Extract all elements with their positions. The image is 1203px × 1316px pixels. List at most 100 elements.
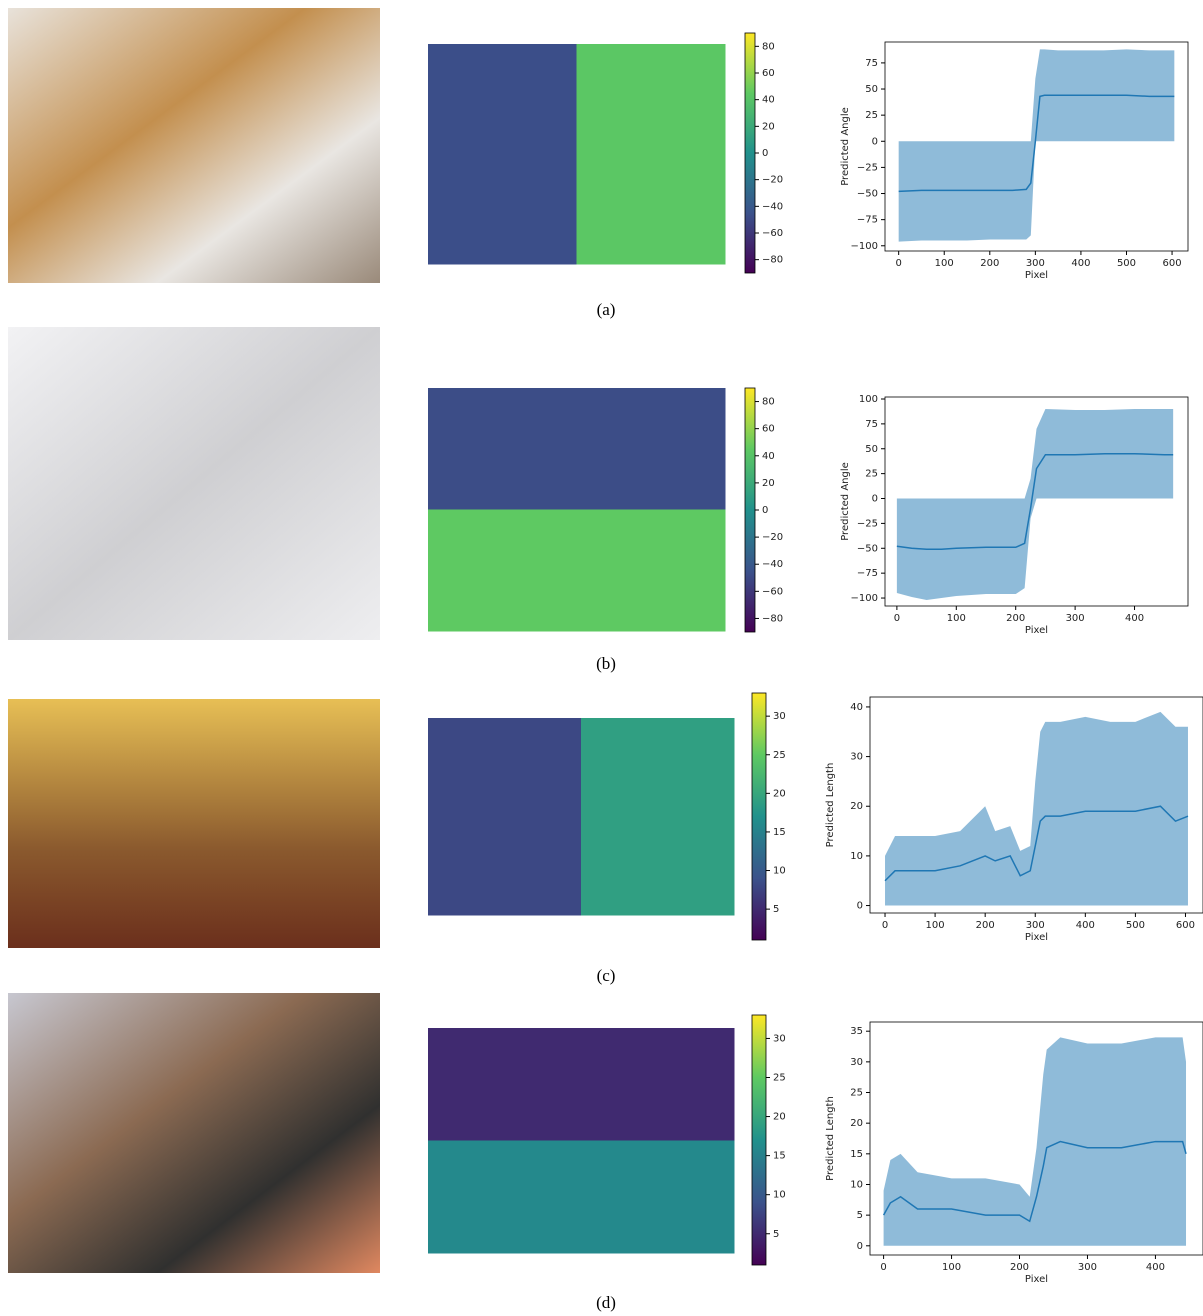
x-tick-label: 500 bbox=[1117, 258, 1136, 269]
photo bbox=[8, 8, 380, 283]
heatmap-cell bbox=[428, 1028, 735, 1141]
y-tick-label: 35 bbox=[850, 1026, 863, 1037]
x-tick-label: 0 bbox=[894, 613, 900, 624]
y-axis-label: Predicted Length bbox=[825, 763, 836, 848]
colorbar-tick-label: 80 bbox=[762, 397, 775, 408]
heatmap-cell bbox=[581, 718, 735, 916]
y-axis-label: Predicted Angle bbox=[840, 107, 851, 186]
band bbox=[897, 409, 1173, 600]
x-tick-label: 200 bbox=[1010, 1262, 1029, 1273]
y-tick-label: 40 bbox=[850, 702, 863, 713]
colorbar-tick-label: 15 bbox=[773, 827, 786, 838]
x-axis-label: Pixel bbox=[1025, 1274, 1048, 1285]
x-axis-label: Pixel bbox=[1025, 625, 1048, 636]
colorbar-tick-label: 0 bbox=[762, 505, 768, 516]
y-tick-label: 25 bbox=[865, 110, 878, 121]
y-tick-label: 25 bbox=[865, 469, 878, 480]
x-tick-label: 0 bbox=[895, 258, 901, 269]
x-tick-label: 0 bbox=[882, 920, 888, 931]
colorbar-tick-label: 5 bbox=[773, 904, 779, 915]
colorbar-tick-label: 20 bbox=[762, 478, 775, 489]
x-tick-label: 100 bbox=[926, 920, 945, 931]
x-tick-label: 0 bbox=[880, 1262, 886, 1273]
caption: (b) bbox=[596, 654, 616, 673]
heatmap-cell bbox=[428, 1141, 735, 1254]
colorbar-tick-label: 30 bbox=[773, 1033, 786, 1044]
colorbar-tick-label: 5 bbox=[773, 1229, 779, 1240]
colorbar-tick-label: 25 bbox=[773, 1073, 786, 1084]
colorbar-tick-label: 20 bbox=[773, 1112, 786, 1123]
y-tick-label: 10 bbox=[850, 851, 863, 862]
photo bbox=[8, 699, 380, 948]
figure: (a) (b) (c) (d) −80 −60 −40 −20 0 20 40 60 80 0 10… bbox=[0, 0, 1203, 1316]
y-tick-label: 10 bbox=[850, 1179, 863, 1190]
colorbar bbox=[752, 1015, 766, 1265]
y-tick-label: 0 bbox=[857, 901, 863, 912]
y-tick-label: −25 bbox=[857, 162, 878, 173]
y-tick-label: −50 bbox=[857, 543, 878, 554]
colorbar-tick-label: 60 bbox=[762, 68, 775, 79]
y-tick-label: 75 bbox=[865, 58, 878, 69]
x-axis-label: Pixel bbox=[1025, 270, 1048, 281]
y-tick-label: −100 bbox=[851, 241, 878, 252]
colorbar-tick-label: −40 bbox=[762, 201, 783, 212]
colorbar-tick-label: 60 bbox=[762, 424, 775, 435]
y-tick-label: 30 bbox=[850, 1057, 863, 1068]
y-tick-label: 15 bbox=[850, 1149, 863, 1160]
y-tick-label: −100 bbox=[851, 593, 878, 604]
y-tick-label: 50 bbox=[865, 84, 878, 95]
y-tick-label: 0 bbox=[857, 1241, 863, 1252]
y-axis-label: Predicted Length bbox=[825, 1096, 836, 1181]
caption: (c) bbox=[597, 966, 616, 985]
x-tick-label: 300 bbox=[1026, 258, 1045, 269]
colorbar bbox=[745, 388, 755, 632]
y-tick-label: 100 bbox=[859, 394, 878, 405]
colorbar-tick-label: −20 bbox=[762, 532, 783, 543]
colorbar-tick-label: −80 bbox=[762, 613, 783, 624]
photo bbox=[8, 327, 380, 640]
colorbar-tick-label: 80 bbox=[762, 41, 775, 52]
x-tick-label: 600 bbox=[1163, 258, 1182, 269]
y-tick-label: 25 bbox=[850, 1088, 863, 1099]
heatmap-cell bbox=[428, 718, 582, 916]
y-tick-label: 0 bbox=[872, 494, 878, 505]
x-tick-label: 300 bbox=[1078, 1262, 1097, 1273]
caption: (a) bbox=[597, 300, 616, 319]
colorbar-tick-label: 20 bbox=[762, 121, 775, 132]
x-tick-label: 100 bbox=[935, 258, 954, 269]
x-tick-label: 300 bbox=[1026, 920, 1045, 931]
band bbox=[885, 712, 1188, 906]
colorbar-tick-label: −40 bbox=[762, 559, 783, 570]
x-tick-label: 100 bbox=[947, 613, 966, 624]
y-tick-label: −50 bbox=[857, 189, 878, 200]
colorbar-tick-label: 40 bbox=[762, 95, 775, 106]
photo bbox=[8, 993, 380, 1273]
colorbar-tick-label: −60 bbox=[762, 586, 783, 597]
heatmap-cell bbox=[428, 388, 726, 510]
y-tick-label: −75 bbox=[857, 215, 878, 226]
x-tick-label: 200 bbox=[1006, 613, 1025, 624]
colorbar-tick-label: 30 bbox=[773, 711, 786, 722]
colorbar-tick-label: 0 bbox=[762, 148, 768, 159]
y-tick-label: −25 bbox=[857, 518, 878, 529]
colorbar bbox=[752, 693, 766, 940]
x-tick-label: 400 bbox=[1076, 920, 1095, 931]
caption: (d) bbox=[596, 1293, 616, 1312]
y-tick-label: 0 bbox=[872, 136, 878, 147]
y-tick-label: 75 bbox=[865, 419, 878, 430]
x-tick-label: 500 bbox=[1126, 920, 1145, 931]
colorbar-tick-label: 25 bbox=[773, 750, 786, 761]
x-tick-label: 200 bbox=[976, 920, 995, 931]
y-axis-label: Predicted Angle bbox=[840, 462, 851, 541]
colorbar-tick-label: 40 bbox=[762, 451, 775, 462]
heatmap-cell bbox=[577, 44, 726, 265]
band bbox=[884, 1037, 1186, 1245]
colorbar-tick-label: −60 bbox=[762, 228, 783, 239]
y-tick-label: 20 bbox=[850, 801, 863, 812]
colorbar-tick-label: 10 bbox=[773, 866, 786, 877]
x-tick-label: 300 bbox=[1066, 613, 1085, 624]
colorbar bbox=[745, 33, 755, 273]
colorbar-tick-label: 20 bbox=[773, 788, 786, 799]
x-tick-label: 200 bbox=[980, 258, 999, 269]
y-tick-label: 5 bbox=[857, 1210, 863, 1221]
